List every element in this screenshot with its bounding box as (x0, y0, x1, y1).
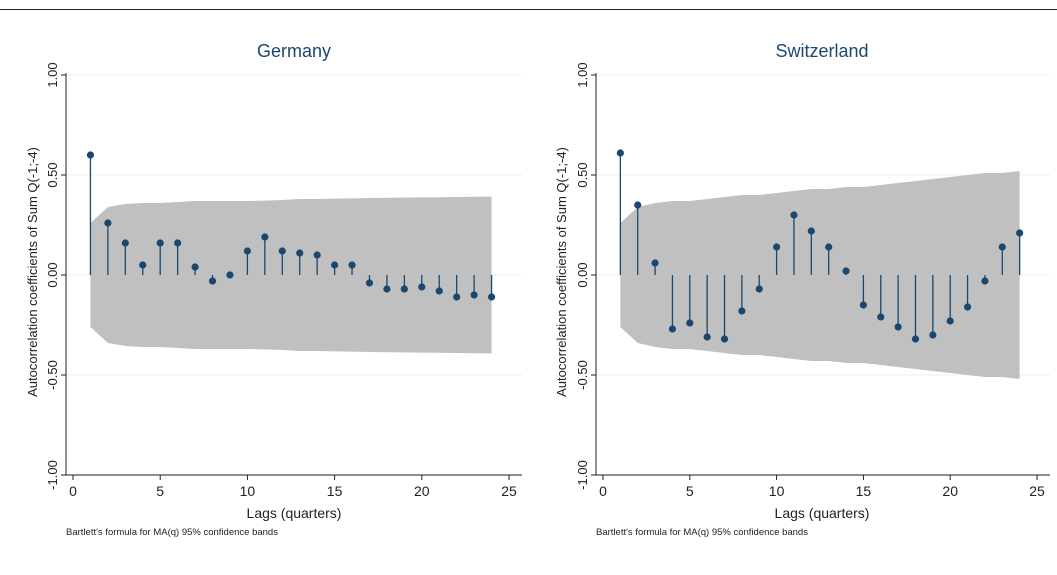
data-point (616, 149, 624, 157)
data-point (174, 239, 182, 247)
data-point (877, 313, 885, 321)
data-point (946, 317, 954, 325)
switzerland-panel: -1.00 -0.50 0.00 0.50 1.00 0 5 10 15 20 25 Switzer… (554, 41, 1050, 538)
data-point (963, 303, 972, 311)
footnote: Bartlett's formula for MA(q) 95% confide… (66, 527, 278, 538)
data-point (139, 261, 147, 269)
panel-title: Switzerland (775, 41, 868, 61)
y-tick-label: -0.50 (45, 360, 60, 390)
plot-area: -1.00 -0.50 0.00 0.50 1.00 0 5 10 15 20 25 (575, 62, 1050, 499)
x-tick-label: 25 (1029, 483, 1045, 499)
confidence-band (90, 196, 492, 354)
confidence-band (620, 171, 1020, 379)
panel-title: Germany (257, 41, 331, 61)
x-tick-label: 10 (240, 483, 256, 499)
data-point (208, 277, 217, 285)
data-point (156, 239, 164, 247)
top-rule (0, 9, 1057, 10)
data-point (278, 247, 286, 255)
data-point (842, 267, 850, 275)
y-tick-label: -1.00 (45, 460, 60, 490)
x-axis-label: Lags (quarters) (247, 505, 342, 521)
x-tick-label: 5 (686, 483, 694, 499)
y-tick-label: 0.00 (45, 262, 60, 287)
y-axis-label: Autocorrelation coefficients of Sum Q(-1… (554, 147, 569, 397)
x-axis-label: Lags (quarters) (775, 505, 870, 521)
x-tick-label: 20 (414, 483, 430, 499)
x-tick-label: 20 (942, 483, 958, 499)
data-point (720, 335, 729, 343)
y-tick-label: 0.00 (575, 262, 590, 287)
data-point (686, 319, 694, 327)
y-tick-label: 0.50 (45, 162, 60, 187)
data-point (911, 335, 920, 343)
data-point (738, 307, 746, 315)
data-point (226, 271, 234, 279)
data-point (383, 285, 391, 293)
data-point (807, 227, 815, 235)
data-point (755, 285, 763, 293)
x-tick-label: 0 (599, 483, 607, 499)
y-tick-label: 1.00 (575, 62, 590, 87)
y-tick-label: 0.50 (575, 162, 590, 187)
data-point (703, 333, 711, 341)
data-point (435, 287, 443, 295)
x-tick-label: 15 (856, 483, 872, 499)
data-point (634, 201, 642, 209)
data-point (929, 331, 937, 339)
data-point (651, 259, 659, 267)
data-point (981, 277, 989, 285)
plot-area: -1.00 -0.50 0.00 0.50 1.00 0 5 10 15 20 25 (45, 62, 522, 499)
y-axis-label: Autocorrelation coefficients of Sum Q(-1… (25, 147, 40, 397)
x-tick-label: 25 (501, 483, 517, 499)
data-point (894, 323, 902, 331)
data-point (348, 261, 356, 269)
data-point (998, 243, 1006, 251)
data-point (331, 261, 339, 269)
x-tick-label: 10 (769, 483, 785, 499)
data-point (825, 243, 833, 251)
data-point (400, 285, 408, 293)
data-point (365, 279, 374, 287)
data-point (261, 233, 269, 241)
x-tick-label: 0 (69, 483, 77, 499)
data-point (668, 325, 677, 333)
data-point (859, 301, 868, 309)
data-point (470, 291, 478, 299)
germany-panel: -1.00 -0.50 0.00 0.50 1.00 0 5 10 15 20 25 Germany… (25, 41, 522, 538)
y-tick-label: 1.00 (45, 62, 60, 87)
y-tick-label: -0.50 (575, 360, 590, 390)
data-point (86, 151, 95, 159)
data-point (104, 219, 112, 227)
footnote: Bartlett's formula for MA(q) 95% confide… (596, 527, 808, 538)
data-point (296, 249, 304, 257)
data-point (313, 251, 321, 259)
data-point (418, 283, 426, 291)
x-tick-label: 15 (327, 483, 343, 499)
x-tick-label: 5 (156, 483, 164, 499)
data-point (1016, 229, 1024, 237)
data-point (453, 293, 461, 301)
data-point (243, 247, 251, 255)
data-point (121, 239, 129, 247)
data-point (487, 293, 496, 301)
y-tick-label: -1.00 (575, 460, 590, 490)
data-point (773, 243, 781, 251)
data-point (191, 263, 199, 271)
data-point (790, 211, 798, 219)
